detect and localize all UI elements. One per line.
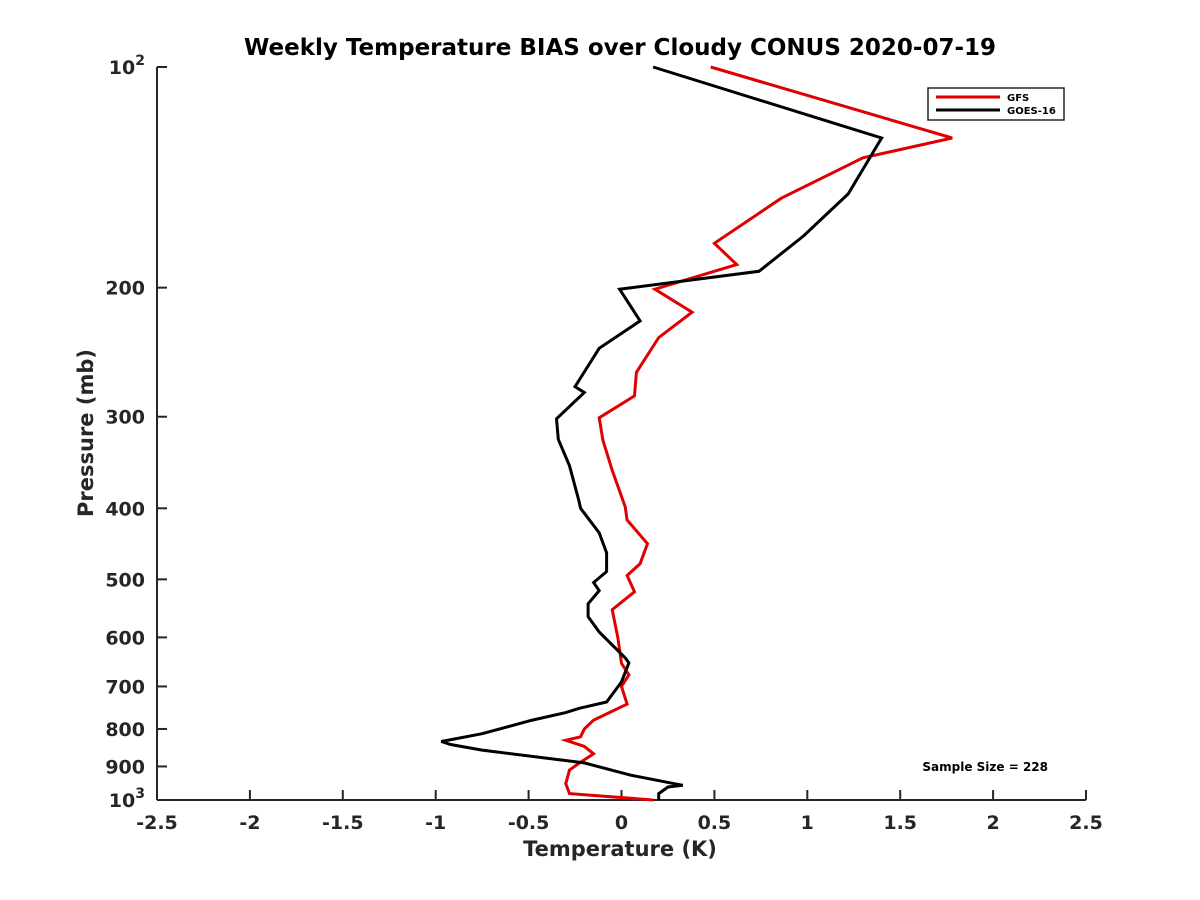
y-tick-label: 900 (105, 756, 145, 778)
x-axis: -2.5 -2 -1.5 -1 -0.5 0 0.5 1 1.5 2 2.5 (136, 790, 1103, 834)
y-tick-label: 102 (109, 53, 145, 79)
y-tick-label: 700 (105, 676, 145, 698)
series-line-goes-16 (440, 65, 884, 800)
sample-size-annotation: Sample Size = 228 (922, 760, 1048, 774)
y-tick-label: 300 (105, 407, 145, 429)
series-layer (440, 65, 953, 802)
y-axis: 102 200 300 400 500 600 700 800 900 103 (105, 53, 167, 812)
y-tick-label: 500 (105, 569, 145, 591)
series-line-gfs (560, 65, 953, 802)
y-tick-label: 400 (105, 498, 145, 520)
x-tick-label: -2.5 (136, 812, 178, 834)
y-tick-label: 200 (105, 278, 145, 300)
x-axis-label: Temperature (K) (523, 837, 717, 861)
x-tick-label: -1.5 (322, 812, 364, 834)
x-tick-label: 2 (986, 812, 999, 834)
chart-title: Weekly Temperature BIAS over Cloudy CONU… (244, 35, 996, 61)
y-tick-label: 103 (109, 786, 145, 812)
legend: GFS GOES-16 (927, 87, 1065, 121)
legend-label: GOES-16 (1007, 106, 1056, 117)
x-tick-label: -2 (239, 812, 260, 834)
y-axis-label: Pressure (mb) (74, 349, 98, 517)
x-tick-label: 2.5 (1069, 812, 1103, 834)
y-tick-label: 600 (105, 627, 145, 649)
x-tick-label: -0.5 (508, 812, 550, 834)
x-tick-label: 1 (801, 812, 814, 834)
x-tick-label: 0.5 (698, 812, 732, 834)
x-tick-label: -1 (425, 812, 446, 834)
legend-label: GFS (1007, 93, 1029, 104)
x-tick-label: 1.5 (883, 812, 917, 834)
x-tick-label: 0 (615, 812, 628, 834)
y-tick-label: 800 (105, 719, 145, 741)
legend-box (927, 87, 1065, 121)
